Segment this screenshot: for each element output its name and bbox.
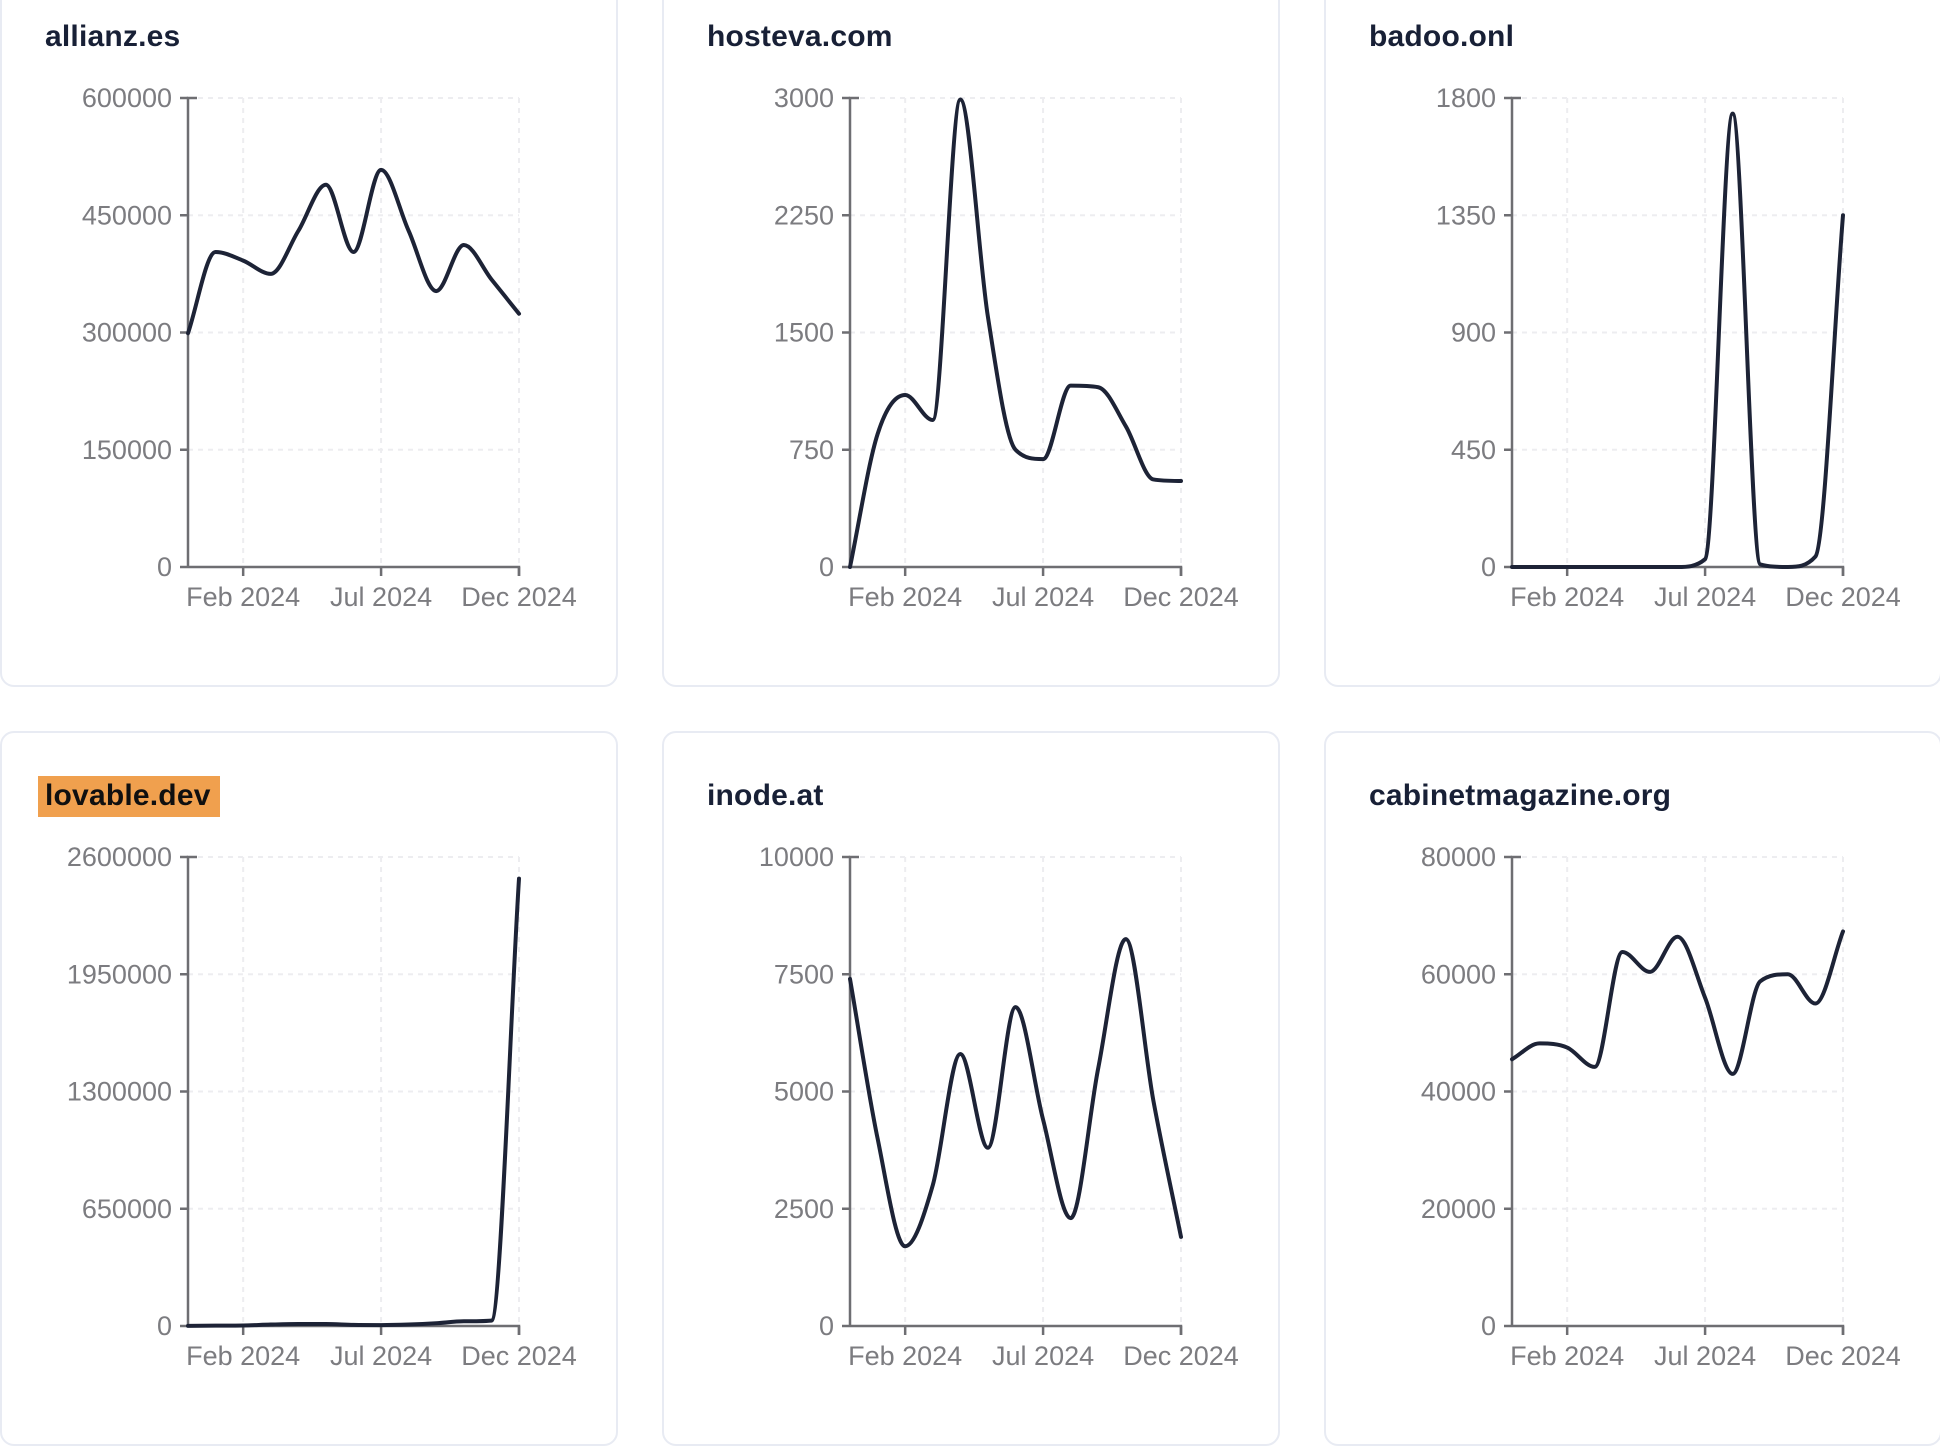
y-tick-label: 1300000 — [67, 1077, 172, 1107]
chart-card: lovable.dev 0 650000 1300000 1950000 2600000… — [0, 731, 618, 1446]
y-tick-label: 1500 — [774, 318, 834, 348]
y-tick-label: 300000 — [82, 318, 172, 348]
chart-title: hosteva.com — [707, 20, 1278, 53]
y-tick-label: 0 — [157, 1311, 172, 1341]
y-tick-label: 0 — [819, 552, 834, 582]
chart-card: inode.at 0 2500 5000 7500 10000 Feb 2024 Jul 2… — [662, 731, 1280, 1446]
line-chart: 0 150000 300000 450000 600000 Feb 2024 Jul 202… — [82, 83, 577, 612]
y-tick-label: 5000 — [774, 1077, 834, 1107]
x-tick-label: Jul 2024 — [330, 1341, 432, 1371]
domain-label: hosteva.com — [707, 20, 893, 53]
data-line — [848, 97, 1183, 569]
domain-label: allianz.es — [45, 20, 181, 53]
y-tick-label: 0 — [1481, 552, 1496, 582]
x-tick-label: Dec 2024 — [1785, 1341, 1901, 1371]
data-line — [186, 167, 521, 336]
x-axis — [188, 565, 521, 576]
domain-label-highlighted: lovable.dev — [38, 776, 220, 817]
y-tick-label: 2500 — [774, 1194, 834, 1224]
y-tick-label: 10000 — [759, 842, 834, 872]
y-tick-label: 150000 — [82, 435, 172, 465]
x-tick-label: Jul 2024 — [1654, 582, 1756, 612]
x-tick-label: Dec 2024 — [461, 582, 577, 612]
chart-card: allianz.es 0 150000 300000 450000 600000 Feb … — [0, 0, 618, 687]
x-tick-label: Jul 2024 — [330, 582, 432, 612]
line-chart: 0 450 900 1350 1800 Feb 2024 Jul 2024 Dec 2024 — [1436, 83, 1901, 612]
line-chart: 0 750 1500 2250 3000 Feb 2024 Jul 2024 Dec 2024 — [774, 83, 1239, 612]
x-tick-label: Feb 2024 — [848, 582, 962, 612]
y-tick-label: 2250 — [774, 200, 834, 230]
x-axis — [1512, 1324, 1845, 1335]
y-tick-label: 900 — [1451, 318, 1496, 348]
x-tick-label: Dec 2024 — [461, 1341, 577, 1371]
domain-label: cabinetmagazine.org — [1369, 779, 1672, 812]
line-chart: 0 20000 40000 60000 80000 Feb 2024 Jul 2024 Dec… — [1421, 842, 1901, 1371]
domain-label: badoo.onl — [1369, 20, 1515, 53]
y-tick-label: 650000 — [82, 1194, 172, 1224]
x-tick-label: Dec 2024 — [1785, 582, 1901, 612]
x-tick-label: Feb 2024 — [848, 1341, 962, 1371]
y-tick-label: 450 — [1451, 435, 1496, 465]
x-tick-label: Feb 2024 — [1510, 582, 1624, 612]
y-tick-label: 0 — [157, 552, 172, 582]
y-tick-label: 2600000 — [67, 842, 172, 872]
chart-card: hosteva.com 0 750 1500 2250 3000 Feb 2024 Jul … — [662, 0, 1280, 687]
chart-title: cabinetmagazine.org — [1369, 779, 1940, 812]
x-axis — [850, 1324, 1183, 1335]
chart-title: lovable.dev — [38, 776, 616, 817]
x-tick-label: Feb 2024 — [186, 1341, 300, 1371]
y-tick-label: 1950000 — [67, 959, 172, 989]
y-tick-label: 600000 — [82, 83, 172, 113]
x-tick-label: Dec 2024 — [1123, 1341, 1239, 1371]
data-line — [848, 937, 1183, 1249]
chart-title: inode.at — [707, 779, 1278, 812]
y-tick-label: 40000 — [1421, 1077, 1496, 1107]
x-tick-label: Feb 2024 — [186, 582, 300, 612]
chart-card: badoo.onl 0 450 900 1350 1800 Feb 2024 Jul 202… — [1324, 0, 1940, 687]
y-tick-label: 450000 — [82, 200, 172, 230]
y-tick-label: 60000 — [1421, 959, 1496, 989]
y-tick-label: 20000 — [1421, 1194, 1496, 1224]
chart-card: cabinetmagazine.org 0 20000 40000 60000 8000… — [1324, 731, 1940, 1446]
y-tick-label: 750 — [789, 435, 834, 465]
x-tick-label: Jul 2024 — [1654, 1341, 1756, 1371]
chart-title: badoo.onl — [1369, 20, 1940, 53]
line-chart: 0 2500 5000 7500 10000 Feb 2024 Jul 2024 Dec 20… — [759, 842, 1239, 1371]
line-chart: 0 650000 1300000 1950000 2600000 Feb 2024 Jul … — [67, 842, 577, 1371]
x-tick-label: Jul 2024 — [992, 582, 1094, 612]
data-line — [186, 876, 521, 1328]
x-axis — [850, 565, 1183, 576]
y-tick-label: 3000 — [774, 83, 834, 113]
y-tick-label: 80000 — [1421, 842, 1496, 872]
data-line — [1510, 929, 1845, 1076]
y-tick-label: 0 — [819, 1311, 834, 1341]
domain-label: inode.at — [707, 779, 824, 812]
x-tick-label: Feb 2024 — [1510, 1341, 1624, 1371]
x-tick-label: Jul 2024 — [992, 1341, 1094, 1371]
y-tick-label: 0 — [1481, 1311, 1496, 1341]
x-tick-label: Dec 2024 — [1123, 582, 1239, 612]
y-tick-label: 1800 — [1436, 83, 1496, 113]
y-tick-label: 1350 — [1436, 200, 1496, 230]
chart-title: allianz.es — [45, 20, 616, 53]
data-line — [1510, 111, 1845, 570]
y-tick-label: 7500 — [774, 959, 834, 989]
